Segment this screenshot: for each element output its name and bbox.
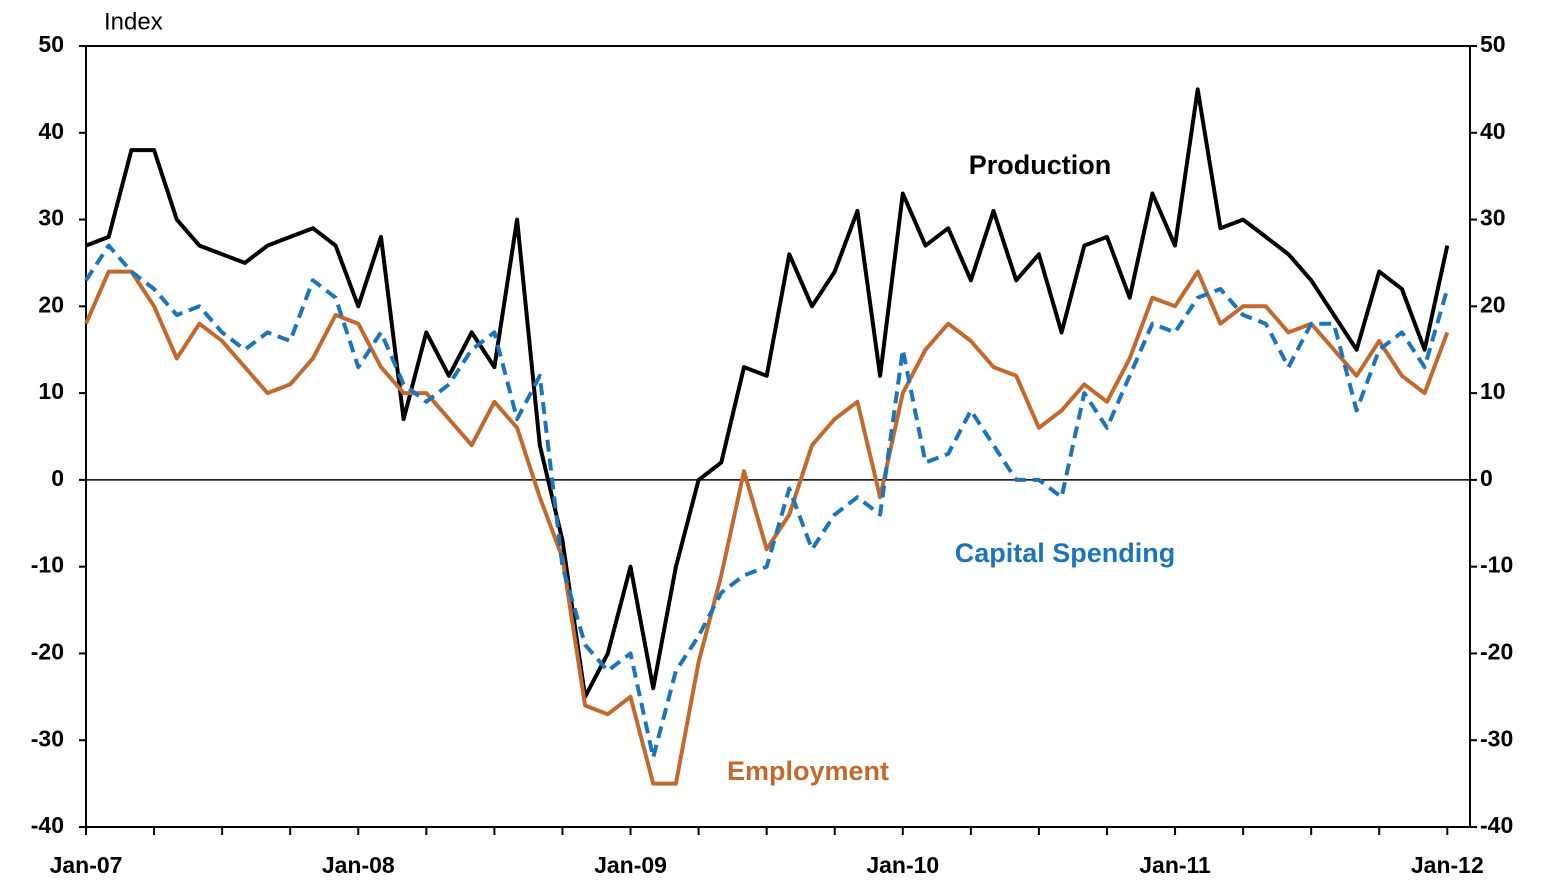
x-tick-label: Jan-10	[866, 852, 939, 878]
x-tick-label: Jan-11	[1139, 852, 1211, 878]
y-tick-label: 30	[38, 205, 64, 231]
x-tick-label: Jan-08	[322, 852, 395, 878]
y-tick-label: 20	[38, 291, 64, 317]
series-label: Production	[969, 150, 1112, 180]
y2-tick-label: 30	[1480, 205, 1506, 231]
series-label: Capital Spending	[955, 538, 1176, 568]
y2-tick-label: 40	[1480, 118, 1506, 144]
series-line	[84, 243, 1450, 760]
y2-tick-label: 10	[1480, 378, 1506, 404]
plot-frame	[85, 45, 1471, 828]
series-line	[85, 87, 1450, 699]
series-line	[84, 269, 1450, 786]
y2-tick-label: -40	[1480, 812, 1513, 838]
x-tick-label: Jan-12	[1411, 852, 1484, 878]
y-tick-label: 50	[38, 31, 64, 57]
y2-tick-label: 20	[1480, 291, 1506, 317]
y2-tick-label: 0	[1480, 465, 1493, 491]
y2-tick-label: -30	[1480, 725, 1513, 751]
y-tick-label: 10	[38, 378, 64, 404]
y-tick-label: -10	[31, 552, 64, 578]
y-tick-label: -40	[31, 812, 64, 838]
y2-tick-label: -10	[1480, 552, 1513, 578]
x-tick-label: Jan-09	[594, 852, 667, 878]
y-axis-label: Index	[104, 8, 163, 35]
y2-tick-label: -20	[1480, 639, 1513, 665]
y2-tick-label: 50	[1480, 31, 1506, 57]
series-label: Employment	[727, 756, 889, 786]
y-tick-label: -20	[31, 639, 64, 665]
y-tick-label: -30	[31, 725, 64, 751]
y-tick-label: 40	[38, 118, 64, 144]
y-tick-label: 0	[51, 465, 64, 491]
x-tick-label: Jan-07	[50, 852, 123, 878]
